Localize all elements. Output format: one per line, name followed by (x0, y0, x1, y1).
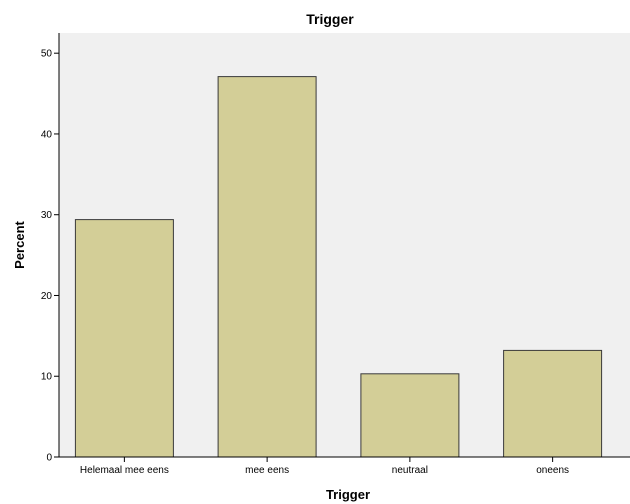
bar-1 (217, 76, 317, 458)
bar-3 (503, 349, 603, 458)
y-tick-label: 20 (41, 291, 53, 302)
x-tick-label: Helemaal mee eens (80, 465, 169, 476)
x-axis: Helemaal mee eens mee eens neutraal oneens (59, 456, 630, 476)
y-axis: 0 10 20 30 40 50 (41, 33, 60, 464)
bar-0 (74, 219, 174, 458)
y-tick-label: 50 (41, 49, 53, 60)
y-axis-title: Percent (12, 220, 27, 268)
x-tick-label: neutraal (392, 465, 428, 476)
x-tick-label: mee eens (245, 465, 289, 476)
x-axis-title: Trigger (326, 487, 370, 502)
chart-title: Trigger (306, 11, 354, 27)
x-tick-label: oneens (536, 465, 569, 476)
y-tick-label: 30 (41, 210, 53, 221)
y-tick-label: 40 (41, 129, 53, 140)
bar-2 (360, 373, 460, 458)
y-tick-label: 0 (46, 453, 52, 464)
y-tick-label: 10 (41, 372, 53, 383)
bars-group (74, 76, 603, 458)
